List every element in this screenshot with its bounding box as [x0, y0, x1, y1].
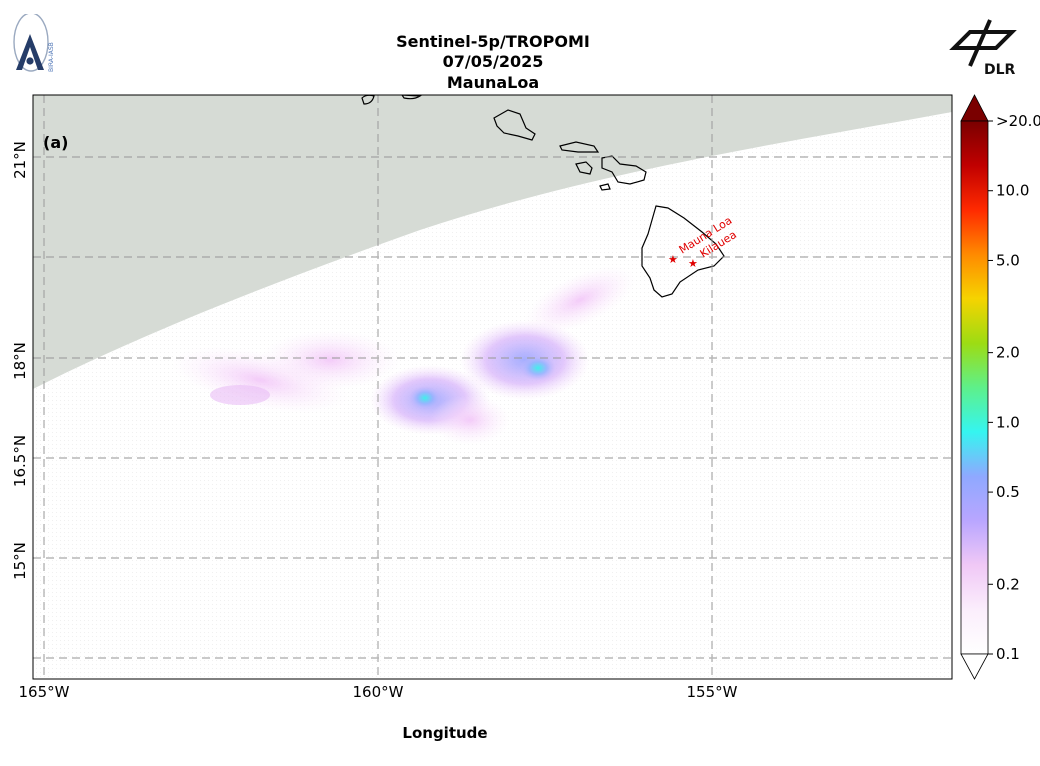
colorbar: 0.1 0.2 0.5 1.0 2.0 5.0 10.0 >20.0 [960, 94, 1040, 680]
colorbar-tick-label: >20.0 [996, 112, 1040, 130]
coastlines [361, 95, 725, 298]
no-data-region [33, 95, 952, 389]
colorbar-extend-max [960, 94, 989, 122]
kauai-niihau [361, 95, 422, 105]
kahoolawe [599, 183, 611, 191]
svg-text:BIRA-IASB: BIRA-IASB [48, 42, 55, 72]
title-date: 07/05/2025 [442, 52, 544, 71]
colorbar-tick-label: 2.0 [996, 344, 1020, 362]
x-axis-label: Longitude [402, 724, 488, 742]
panel-label: (a) [43, 133, 68, 152]
maui [601, 155, 647, 185]
lat-tick-21n: 21°N [11, 141, 29, 179]
lon-ticks: 165°W 160°W 155°W [19, 683, 738, 701]
molokai [559, 141, 600, 153]
colorbar-tick-label: 10.0 [996, 182, 1029, 200]
lanai [575, 161, 593, 175]
colorbar-body [960, 120, 989, 655]
svg-text:DLR: DLR [984, 62, 1016, 78]
colorbar-extend-min [960, 653, 989, 680]
lat-ticks: 21°N 18°N 16.5°N 15°N [11, 141, 29, 580]
colorbar-tick-label: 0.1 [996, 645, 1020, 663]
mauna-loa-marker: ★ [668, 253, 678, 266]
colorbar-tick-label: 0.5 [996, 483, 1020, 501]
so2-plume [171, 265, 636, 445]
lat-tick-15n: 15°N [11, 542, 29, 580]
big-island [641, 205, 725, 298]
lat-tick-18n: 18°N [11, 342, 29, 380]
title-satellite: Sentinel-5p/TROPOMI [396, 32, 590, 51]
graticule [33, 95, 952, 679]
colorbar-tick-label: 5.0 [996, 251, 1020, 269]
kilauea-marker: ★ [688, 257, 698, 270]
bira-iasb-logo: BIRA-IASB [13, 14, 55, 72]
oahu [493, 109, 536, 141]
colorbar-tick-label: 0.2 [996, 575, 1020, 593]
dlr-logo: DLR [949, 19, 1017, 78]
title-volcano: MaunaLoa [446, 73, 540, 92]
lon-tick-165w: 165°W [19, 683, 70, 701]
plot-frame [32, 94, 953, 680]
lat-tick-16-5n: 16.5°N [11, 435, 29, 487]
colorbar-ticks: 0.1 0.2 0.5 1.0 2.0 5.0 10.0 >20.0 [988, 112, 1040, 663]
lon-tick-155w: 155°W [687, 683, 738, 701]
lon-tick-160w: 160°W [353, 683, 404, 701]
colorbar-tick-label: 1.0 [996, 413, 1020, 431]
